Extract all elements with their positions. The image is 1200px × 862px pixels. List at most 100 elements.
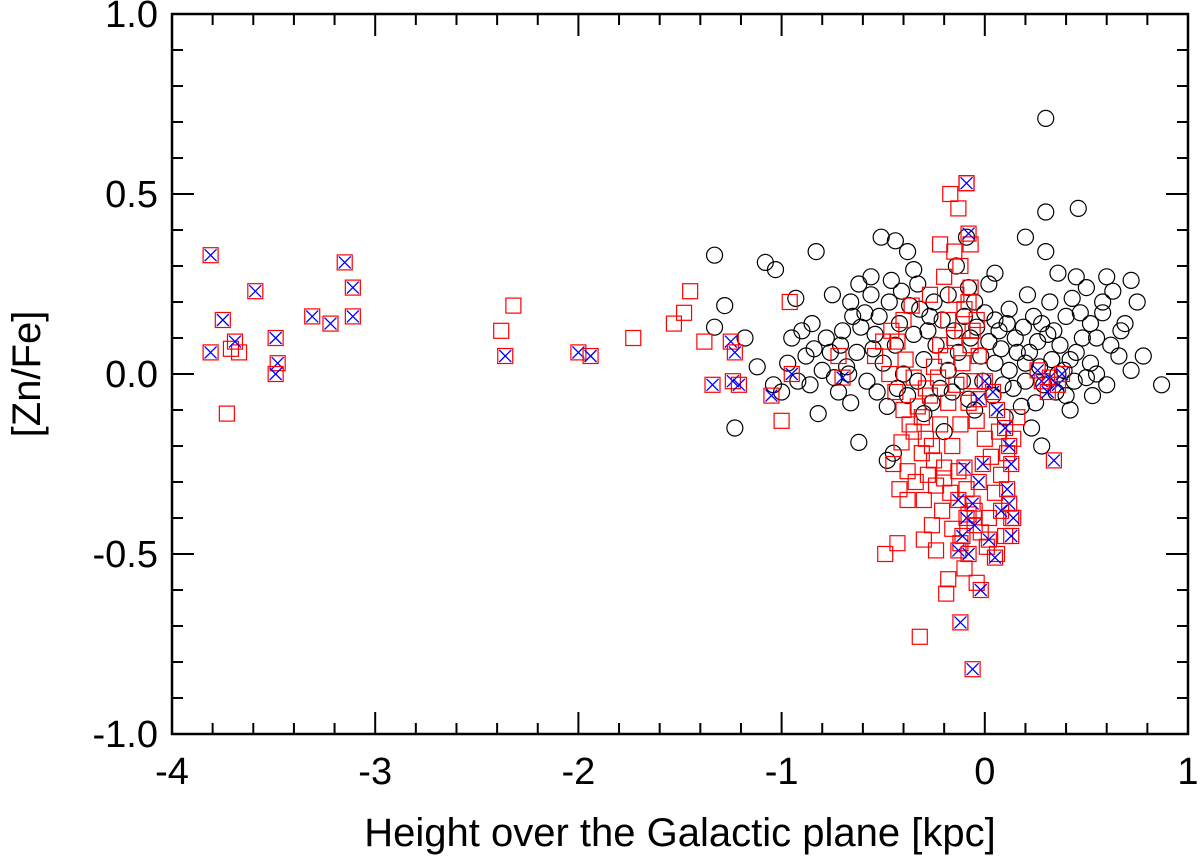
data-point-circle [1122, 361, 1140, 379]
tick-labels: -4 -3 -2 -1 0 1 -1.0 -0.5 0.0 0.5 1.0 [93, 0, 1199, 793]
data-point-circle [905, 325, 923, 343]
data-point-circle [947, 257, 965, 275]
data-point-circle [868, 383, 886, 401]
data-point-crossed-square [1053, 365, 1071, 383]
series-crossed [202, 175, 1071, 678]
data-point-square [952, 416, 969, 433]
data-point-crossed-square [202, 344, 219, 361]
data-point-crossed-square [970, 473, 987, 491]
data-point-circle [986, 354, 1004, 372]
data-point-circle [1077, 369, 1096, 387]
data-point-square [505, 297, 522, 314]
data-point-square [781, 293, 798, 311]
data-point-circle [1110, 347, 1128, 365]
data-point-square [925, 452, 943, 469]
data-point-square [915, 491, 932, 509]
data-point-circle [992, 340, 1010, 358]
data-point-circle [1077, 279, 1096, 297]
data-point-circle [862, 268, 880, 286]
data-point-circle [848, 343, 866, 361]
data-point-circle [892, 282, 911, 300]
data-point-square [696, 333, 713, 350]
data-point-square [962, 337, 979, 354]
data-point-square [682, 283, 699, 300]
data-point-square [931, 337, 949, 354]
data-point-square [899, 491, 916, 509]
data-point-crossed-square [972, 581, 989, 599]
y-tick-label: -0.5 [93, 534, 158, 576]
data-point-square [960, 293, 977, 311]
data-point-square [954, 355, 971, 372]
data-point-circle [1112, 322, 1130, 340]
data-point-crossed-square [984, 383, 1002, 401]
data-point-square [950, 200, 967, 217]
data-point-crossed-square [964, 661, 981, 678]
data-point-circle [1128, 293, 1146, 311]
data-point-crossed-square [970, 391, 987, 408]
data-point-circle [1043, 351, 1061, 369]
data-point-square [929, 369, 947, 386]
data-point-crossed-square [1003, 455, 1020, 473]
data-point-circle [1016, 228, 1035, 246]
data-point-circle [1022, 419, 1041, 437]
data-point-circle [1087, 329, 1106, 347]
data-point-circle [1102, 336, 1120, 354]
data-point-square [889, 333, 906, 350]
data-point-square [940, 311, 957, 329]
data-point-crossed-square [964, 495, 981, 512]
data-point-circle [807, 243, 825, 261]
data-point-crossed-square [726, 344, 743, 361]
data-point-square [931, 416, 949, 433]
data-point-circle [953, 372, 972, 390]
data-point-circle [1098, 376, 1116, 394]
data-point-square [230, 344, 248, 361]
data-point-square [938, 347, 955, 365]
x-axis-label: Height over the Galactic plane [kpc] [364, 811, 995, 855]
data-point-square [913, 409, 930, 426]
data-point-square [986, 484, 1004, 501]
data-point-circle [1098, 268, 1116, 286]
data-point-circle [1094, 304, 1112, 322]
data-point-square [940, 571, 957, 588]
data-point-circle [1087, 365, 1106, 383]
x-tick-label: 0 [974, 751, 995, 793]
data-point-square [917, 430, 934, 447]
data-point-crossed-square [960, 545, 977, 563]
data-point-square [903, 297, 920, 314]
data-point-square [927, 542, 945, 559]
data-point-crossed-square [344, 308, 361, 325]
data-point-circle [1063, 289, 1081, 307]
series-thick-disk [218, 175, 1026, 645]
data-point-square [938, 585, 955, 602]
data-point-circle [817, 329, 835, 347]
data-point-square [923, 517, 941, 534]
x-tick-label: -4 [155, 751, 189, 793]
data-point-square [218, 405, 235, 422]
data-point-circle [884, 444, 902, 462]
data-point-crossed-square [960, 225, 977, 242]
data-point-circle [980, 333, 998, 351]
data-point-circle [1045, 322, 1063, 340]
data-point-circle [726, 419, 744, 437]
data-point-circle [1057, 387, 1075, 405]
data-point-square [675, 304, 693, 321]
data-point-circle [787, 289, 805, 307]
data-point-circle [1073, 329, 1091, 347]
data-point-circle [886, 232, 904, 250]
data-point-crossed-square [202, 247, 219, 264]
data-point-circle [852, 318, 870, 336]
data-point-crossed-square [269, 355, 286, 372]
data-point-circle [1067, 343, 1085, 361]
data-point-square [899, 463, 916, 480]
data-point-crossed-square [763, 387, 780, 404]
data-point-circle [1067, 268, 1085, 286]
data-point-circle [838, 358, 856, 376]
data-point-circle [1071, 304, 1089, 322]
x-tick-label: -1 [765, 751, 799, 793]
data-point-circle [1006, 329, 1024, 347]
axis-ticks [171, 13, 1189, 735]
data-point-circle [1016, 372, 1035, 390]
data-point-circle [1041, 293, 1059, 311]
data-point-circle [878, 397, 896, 415]
data-point-crossed-square [344, 279, 361, 296]
